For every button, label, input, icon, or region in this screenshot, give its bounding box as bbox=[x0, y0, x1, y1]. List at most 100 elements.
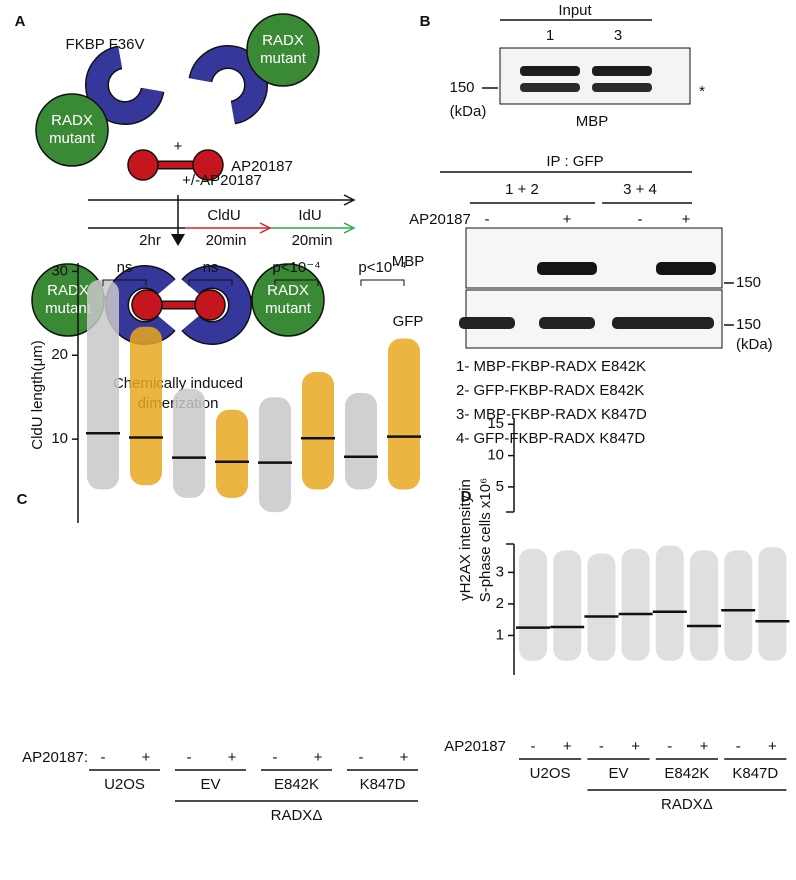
x-tick-label: - bbox=[359, 749, 364, 766]
significance-bracket bbox=[274, 279, 319, 286]
timeline-label: IdU bbox=[298, 207, 321, 224]
mw-unit: (kDa) bbox=[450, 103, 487, 120]
group-label: EV bbox=[200, 776, 220, 793]
y-tick-label: 15 bbox=[487, 415, 504, 432]
band bbox=[520, 66, 580, 76]
timeline-label: 2hr bbox=[139, 232, 161, 249]
legend-line: 2- GFP-FKBP-RADX E842K bbox=[456, 382, 644, 399]
y-tick-label: 10 bbox=[487, 447, 504, 464]
dot-cloud bbox=[724, 550, 753, 661]
group-label: E842K bbox=[664, 765, 709, 782]
y-tick-label: 20 bbox=[51, 346, 68, 363]
x-tick-label: + bbox=[400, 749, 409, 766]
y-axis-label: S-phase cells x10⁶ bbox=[477, 478, 494, 603]
ligand-head bbox=[194, 289, 226, 321]
lane-group: 1 + 2 bbox=[505, 181, 539, 198]
significance-label: ns bbox=[117, 259, 133, 276]
dot-cloud bbox=[690, 550, 718, 661]
dot-cloud bbox=[621, 548, 650, 661]
protein-label: FKBP F36V bbox=[66, 36, 145, 53]
super-group-label: RADXΔ bbox=[271, 807, 323, 824]
significance-bracket bbox=[188, 279, 233, 286]
blot-label: MBP bbox=[576, 113, 609, 130]
fkbp-domain bbox=[182, 266, 251, 344]
timeline-label: +/-AP20187 bbox=[182, 172, 262, 189]
group-label: U2OS bbox=[530, 765, 571, 782]
y-axis-label: CldU length(μm) bbox=[29, 340, 46, 450]
group-label: U2OS bbox=[104, 776, 145, 793]
y-tick-label: 3 bbox=[496, 563, 504, 580]
x-tick-label: + bbox=[142, 749, 151, 766]
significance-bracket bbox=[102, 279, 147, 286]
group-label: K847D bbox=[732, 765, 778, 782]
significance-label: p<10⁻⁴ bbox=[272, 259, 320, 276]
panel-label: D bbox=[461, 488, 472, 505]
y-tick-label: 1 bbox=[496, 626, 504, 643]
band bbox=[656, 262, 716, 275]
dot-cloud bbox=[587, 553, 616, 661]
mw-label: 150 bbox=[736, 274, 761, 291]
dot-cloud bbox=[216, 409, 248, 498]
fkbp-domain bbox=[86, 47, 163, 124]
mw-label: 150 bbox=[736, 316, 761, 333]
timeline-label: 20min bbox=[292, 232, 333, 249]
radx-label: RADX bbox=[262, 32, 304, 49]
dot-cloud bbox=[345, 393, 377, 490]
dot-cloud bbox=[388, 338, 420, 490]
x-tick-label: - bbox=[667, 738, 672, 755]
radx-label: RADX bbox=[51, 112, 93, 129]
band bbox=[658, 317, 714, 329]
x-tick-label: + bbox=[314, 749, 323, 766]
band bbox=[520, 83, 580, 92]
radx-label: mutant bbox=[45, 300, 92, 317]
significance-label: p<10⁻⁴ bbox=[358, 259, 406, 276]
super-group-label: RADXΔ bbox=[661, 796, 713, 813]
x-tick-label: - bbox=[531, 738, 536, 755]
radx-domain bbox=[35, 93, 109, 167]
dot-cloud bbox=[87, 279, 119, 490]
dot-cloud bbox=[173, 388, 205, 498]
dot-cloud bbox=[655, 545, 684, 661]
lane-group: 3 + 4 bbox=[623, 181, 657, 198]
group-label: K847D bbox=[360, 776, 406, 793]
x-tick-label: + bbox=[563, 738, 572, 755]
dot-cloud bbox=[758, 547, 787, 661]
y-tick-label: 5 bbox=[496, 478, 504, 495]
radx-label: mutant bbox=[265, 300, 312, 317]
treatment-label: AP20187 bbox=[409, 211, 471, 228]
x-tick-label: - bbox=[187, 749, 192, 766]
radx-label: mutant bbox=[260, 50, 307, 67]
lane-label: 3 bbox=[614, 27, 622, 44]
blot bbox=[465, 227, 723, 289]
plus-sign: + bbox=[174, 138, 183, 155]
group-label: EV bbox=[608, 765, 628, 782]
band bbox=[539, 317, 595, 329]
fkbp-domain bbox=[190, 46, 267, 123]
header: IP : GFP bbox=[546, 153, 603, 170]
legend-line: 1- MBP-FKBP-RADX E842K bbox=[456, 358, 646, 375]
x-tick-label: + bbox=[228, 749, 237, 766]
radx-label: RADX bbox=[267, 282, 309, 299]
lane-label: + bbox=[563, 211, 572, 228]
band bbox=[459, 317, 515, 329]
x-tick-label: + bbox=[700, 738, 709, 755]
band bbox=[537, 262, 597, 275]
lane-label: - bbox=[485, 211, 490, 228]
panel-label: B bbox=[420, 13, 431, 30]
mw-unit: (kDa) bbox=[736, 336, 773, 353]
radx-domain bbox=[246, 13, 320, 87]
treatment-label: AP20187: bbox=[22, 749, 88, 766]
arrowhead bbox=[343, 194, 356, 206]
x-tick-label: - bbox=[736, 738, 741, 755]
header: Input bbox=[558, 2, 592, 19]
row-label: GFP bbox=[393, 313, 424, 330]
timeline-label: 20min bbox=[206, 232, 247, 249]
band bbox=[592, 66, 652, 76]
legend-line: 4- GFP-FKBP-RADX K847D bbox=[456, 430, 645, 447]
ligand-label: AP20187 bbox=[231, 158, 293, 175]
significance-label: ns bbox=[203, 259, 219, 276]
band bbox=[592, 83, 652, 92]
band bbox=[612, 317, 668, 329]
y-axis-label: γH2AX intensity in bbox=[457, 479, 474, 601]
timeline-label: CldU bbox=[207, 207, 240, 224]
